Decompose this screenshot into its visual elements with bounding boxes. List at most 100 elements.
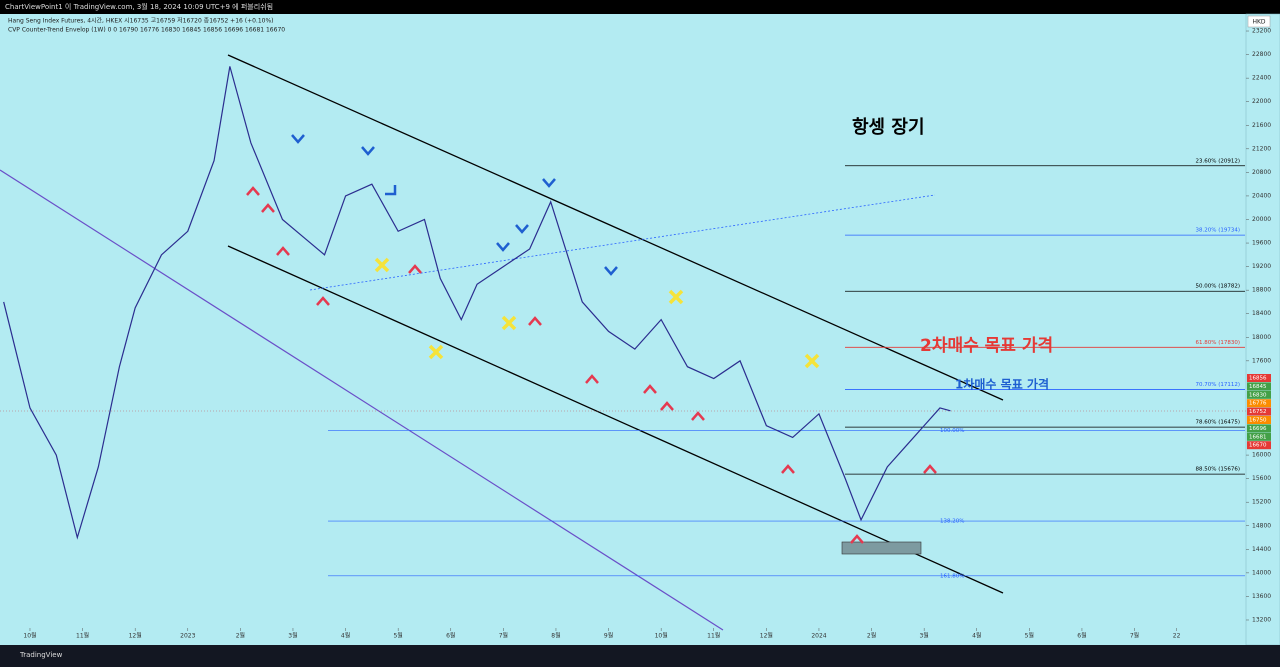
buy-marker	[691, 411, 705, 421]
x-tick-label: 22	[1173, 633, 1181, 640]
chart-title: 항셍 장기	[852, 117, 925, 138]
price-tag	[1247, 390, 1271, 399]
x-marker	[804, 353, 820, 369]
x-tick-label: 4월	[341, 632, 350, 640]
price-tag-label: 16752	[1249, 409, 1267, 415]
x-marker	[374, 257, 390, 273]
x-tick-label: 3월	[288, 632, 297, 640]
y-tick-label: 21600	[1252, 122, 1271, 129]
x-tick-label: 12월	[129, 632, 142, 640]
extension-label: 100.00%	[940, 428, 964, 434]
plot-background	[0, 14, 1280, 645]
annotation: 1차매수 목표 가격	[955, 377, 1049, 392]
x-tick-label: 10월	[23, 632, 36, 640]
y-tick-label: 13200	[1252, 616, 1271, 623]
brand: TradingView	[19, 651, 63, 659]
buy-marker	[316, 296, 330, 306]
price-tag	[1247, 407, 1271, 416]
x-tick-label: 7월	[499, 632, 508, 640]
y-tick-label: 14400	[1252, 546, 1271, 553]
buy-marker	[660, 401, 674, 411]
x-tick-label: 3월	[919, 632, 928, 640]
price-tag-label: 16856	[1249, 376, 1267, 382]
channel-upper	[227, 54, 1004, 401]
buy-marker	[261, 203, 275, 213]
fib-label: 78.60% (16475)	[1195, 420, 1240, 426]
price-tag-label: 16845	[1249, 384, 1267, 390]
currency-box	[1247, 15, 1271, 28]
y-tick-label: 22400	[1252, 75, 1271, 82]
x-tick-label: 2월	[867, 632, 876, 640]
fib-label: 23.60% (20912)	[1195, 158, 1240, 164]
price-tag	[1247, 432, 1271, 441]
y-tick-label: 16000	[1252, 452, 1271, 459]
price-tag	[1247, 424, 1271, 433]
buy-marker	[643, 384, 657, 394]
y-tick-label: 20800	[1252, 169, 1271, 176]
price-tag-label: 16776	[1249, 401, 1267, 407]
x-tick-label: 2024	[811, 633, 826, 640]
long-trendline	[0, 169, 724, 631]
markers	[246, 134, 937, 544]
price-tag	[1247, 382, 1271, 391]
price-tag-label: 16830	[1249, 392, 1267, 398]
sell-marker	[542, 178, 556, 188]
x-tick-label: 2월	[236, 632, 245, 640]
price-tag	[1247, 374, 1271, 382]
price-tag-label: 16696	[1249, 426, 1267, 432]
price-tag-label: 16681	[1249, 434, 1267, 440]
top-bar	[0, 0, 1280, 14]
price-tag-label: 16750	[1249, 418, 1267, 424]
y-tick-label: 15200	[1252, 499, 1271, 506]
x-tick-label: 7월	[1130, 632, 1139, 640]
x-tick-label: 5월	[393, 632, 402, 640]
buy-marker	[246, 186, 260, 196]
sell-marker	[361, 146, 375, 156]
buy-marker	[585, 374, 599, 384]
bottom-bar	[0, 645, 1280, 663]
buy-marker	[923, 464, 937, 474]
x-marker	[668, 289, 684, 305]
x-tick-label: 5월	[1025, 632, 1034, 640]
buy-marker	[408, 264, 422, 274]
x-marker	[428, 344, 444, 360]
price-tag	[1247, 399, 1271, 408]
buy-marker	[276, 246, 290, 256]
price-line	[3, 66, 951, 540]
buy-marker	[781, 464, 795, 474]
buy-marker	[528, 316, 542, 326]
y-tick-label: 18800	[1252, 287, 1271, 294]
channel-lower	[227, 245, 1004, 594]
sell-marker	[496, 242, 510, 252]
y-tick-label: 20000	[1252, 216, 1271, 223]
x-tick-label: 9월	[604, 632, 613, 640]
x-tick-label: 10월	[655, 632, 668, 640]
y-tick-label: 17600	[1252, 357, 1271, 364]
dotted-trendline	[309, 194, 936, 291]
y-tick-label: 18400	[1252, 310, 1271, 317]
extension-label: 161.80%	[940, 573, 964, 579]
annotation: 2차매수 목표 가격	[920, 336, 1053, 356]
sell-marker	[385, 185, 397, 196]
y-tick-label: 14000	[1252, 569, 1271, 576]
y-tick-label: 22800	[1252, 51, 1271, 58]
extension-label: 138.20%	[940, 519, 964, 525]
x-tick-label: 8월	[551, 632, 560, 640]
y-tick-label: 21200	[1252, 145, 1271, 152]
price-tag	[1247, 441, 1271, 450]
sell-marker	[291, 134, 305, 144]
y-tick-label: 14800	[1252, 522, 1271, 529]
x-tick-label: 6월	[446, 632, 455, 640]
fib-label: 88.50% (15676)	[1195, 467, 1240, 473]
support-box	[841, 541, 922, 555]
x-marker	[501, 315, 517, 331]
y-tick-label: 20400	[1252, 192, 1271, 199]
x-tick-label: 4월	[972, 632, 981, 640]
legend-main: Hang Seng Index Futures, 4시간, HKEX 시1673…	[8, 17, 274, 25]
y-tick-label: 15600	[1252, 475, 1271, 482]
publisher: ChartViewPoint1 이 TradingView.com, 3월 18…	[5, 2, 273, 11]
x-tick-label: 11월	[76, 632, 89, 640]
fib-label: 70.70% (17112)	[1195, 382, 1240, 388]
